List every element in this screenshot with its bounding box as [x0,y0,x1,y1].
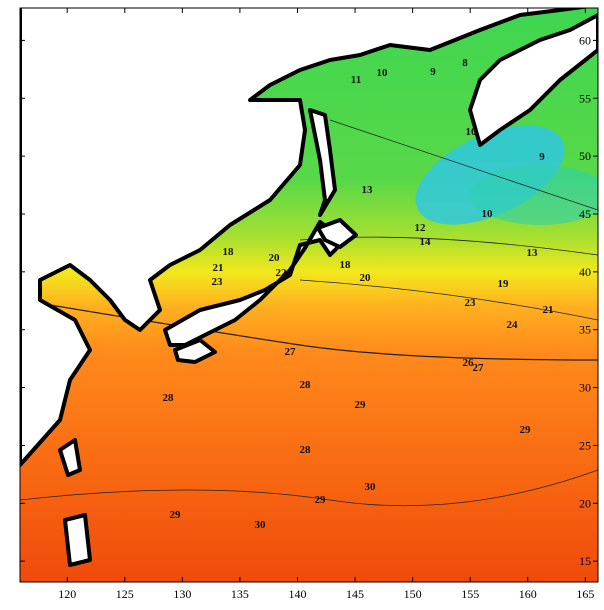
contour-label: 20 [360,272,372,284]
contour-label: 10 [377,67,389,79]
contour-label: 27 [473,362,485,374]
contour-label: 29 [315,494,327,506]
contour-label: 9 [430,66,436,78]
x-tick-label: 140 [288,587,306,601]
contour-label: 14 [420,236,432,248]
x-tick-label: 120 [58,587,76,601]
y-tick-label: 40 [579,265,591,279]
contour-label: 18 [223,246,235,258]
contour-label: 9 [539,151,545,163]
x-tick-label: 130 [173,587,191,601]
x-tick-label: 165 [576,587,594,601]
contour-label: 28 [300,379,312,391]
contour-label: 28 [163,392,175,404]
contour-label: 29 [170,509,182,521]
contour-label: 10 [466,126,478,138]
contour-label: 20 [269,252,281,264]
contour-label: 10 [482,208,494,220]
contour-label: 19 [498,278,510,290]
contour-label: 27 [285,346,297,358]
contour-label: 12 [415,222,427,234]
y-tick-label: 45 [579,207,591,221]
x-tick-label: 155 [461,587,479,601]
x-tick-label: 160 [519,587,537,601]
contour-label: 22 [276,267,288,279]
contour-label: 29 [355,399,367,411]
y-tick-label: 30 [579,381,591,395]
x-tick-label: 135 [231,587,249,601]
contour-label: 21 [543,304,554,316]
contour-label: 13 [362,184,374,196]
land [20,8,598,567]
plot-frame [19,7,599,583]
y-tick-label: 25 [579,438,591,452]
y-tick-label: 50 [579,149,591,163]
contour-label: 28 [300,444,312,456]
contour-label: 23 [212,276,224,288]
contour-label: 29 [520,424,532,436]
y-tick-label: 20 [579,496,591,510]
contour-label: 13 [527,247,539,259]
contour-label: 23 [465,297,477,309]
y-tick-label: 15 [579,554,591,568]
contour-label: 30 [255,519,267,531]
y-tick-label: 55 [579,91,591,105]
x-tick-label: 150 [404,587,422,601]
contour-label: 24 [507,319,519,331]
contour-label: 18 [340,259,352,271]
y-tick-label: 60 [579,33,591,47]
x-tick-label: 125 [116,587,134,601]
contour-label: 8 [462,57,468,69]
y-tick-label: 35 [579,323,591,337]
x-tick-label: 145 [346,587,364,601]
contour-label: 21 [213,262,224,274]
contour-label: 11 [351,74,361,86]
contour-label: 26 [463,357,475,369]
contour-label: 30 [365,481,377,493]
